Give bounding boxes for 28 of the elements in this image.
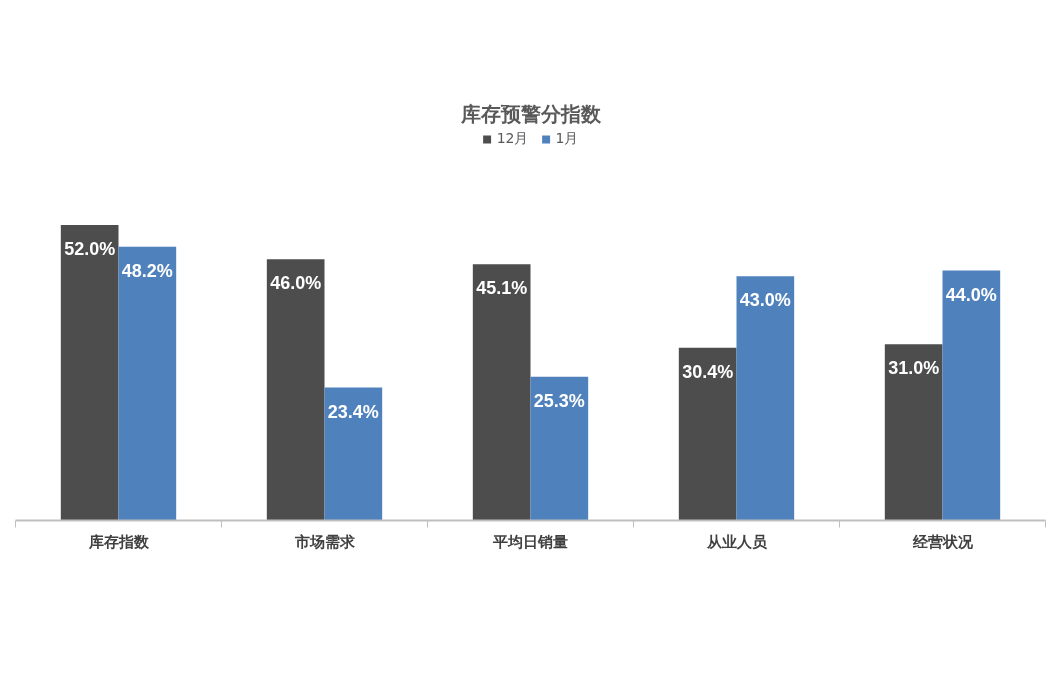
bar — [884, 344, 943, 521]
x-tick-label: 库存指数 — [87, 532, 150, 551]
bar — [736, 276, 795, 521]
bar — [530, 376, 589, 521]
x-tick-label: 市场需求 — [293, 532, 356, 551]
data-label: 30.4% — [682, 361, 734, 382]
legend-label: 12月 — [496, 130, 529, 148]
data-label: 23.4% — [327, 401, 379, 422]
bar — [266, 259, 325, 521]
bar — [60, 225, 119, 521]
data-label: 45.1% — [476, 278, 528, 299]
legend-label: 1月 — [555, 130, 579, 148]
bar — [324, 387, 383, 521]
data-label: 25.3% — [533, 390, 585, 411]
data-label: 52.0% — [64, 239, 116, 260]
bar — [118, 246, 177, 521]
data-label: 48.2% — [121, 260, 173, 281]
bar — [942, 270, 1001, 521]
data-label: 44.0% — [945, 284, 997, 305]
bar — [472, 264, 531, 521]
x-tick-label: 经营状况 — [911, 532, 974, 551]
x-tick-label: 平均日销量 — [492, 532, 568, 551]
bar — [678, 347, 737, 521]
data-label: 46.0% — [270, 273, 322, 294]
chart-title: 库存预警分指数 — [459, 101, 602, 126]
data-label: 43.0% — [739, 290, 791, 311]
data-label: 31.0% — [888, 358, 940, 379]
x-tick-label: 从业人员 — [705, 532, 768, 551]
